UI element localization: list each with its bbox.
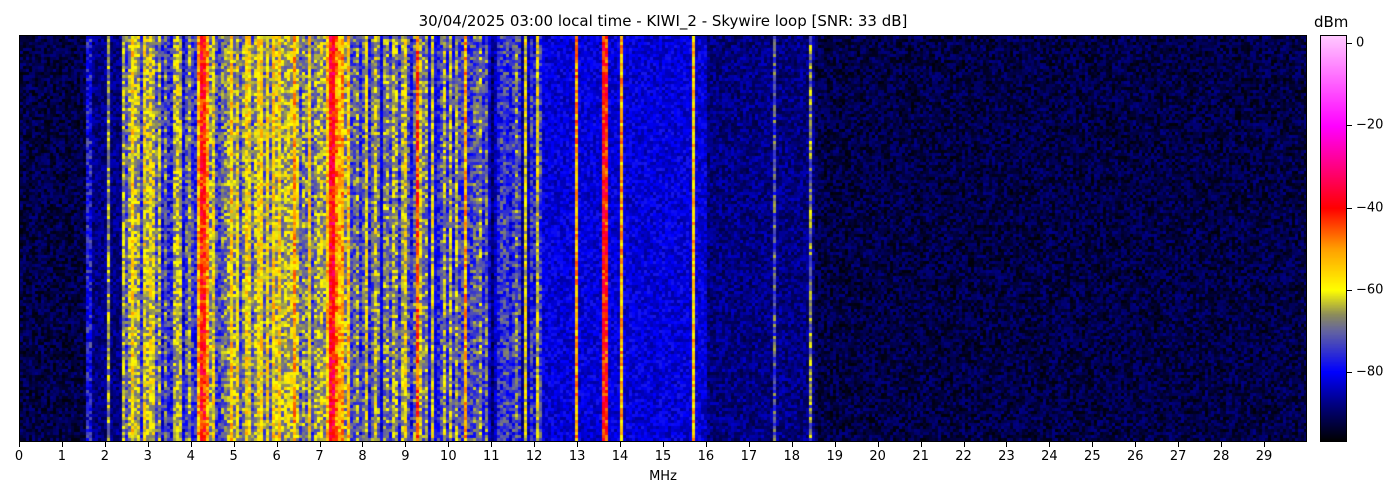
x-tick [190,442,192,447]
colorbar-tick [1347,289,1352,291]
x-tick [491,442,493,447]
x-tick-label: 0 [14,449,24,464]
x-tick-label: 5 [229,449,238,464]
x-tick-label: 16 [697,449,715,464]
waterfall-heatmap [20,36,1306,441]
x-tick-label: 18 [783,449,801,464]
x-tick [362,442,364,447]
x-tick-label: 6 [272,449,281,464]
x-tick [748,442,750,447]
x-tick [1092,442,1094,447]
x-tick [276,442,278,447]
x-tick [233,442,235,447]
colorbar-tick-label: −40 [1356,200,1384,216]
x-tick-label: 21 [912,449,929,464]
x-tick [705,442,707,447]
x-tick-label: 27 [1169,449,1187,464]
colorbar-tick [1347,43,1352,45]
colorbar-tick [1347,125,1352,127]
x-tick-label: 23 [998,449,1015,464]
chart-title: 30/04/2025 03:00 local time - KIWI_2 - S… [418,12,908,30]
colorbar-tick-label: −60 [1356,282,1384,298]
x-tick [61,442,63,447]
x-tick [1178,442,1180,447]
x-tick [1135,442,1137,447]
x-tick-label: 26 [1126,449,1144,464]
x-tick-label: 10 [440,449,457,464]
x-tick-label: 24 [1041,449,1058,464]
x-tick-label: 4 [186,449,195,464]
x-tick [1006,442,1008,447]
colorbar-tick-label: −80 [1356,364,1384,380]
x-tick-label: 11 [482,449,500,464]
x-tick [1264,442,1266,447]
x-tick [534,442,536,447]
x-tick [920,442,922,447]
x-tick [577,442,579,447]
colorbar-tick-label: −20 [1356,117,1384,133]
colorbar-tick [1347,372,1352,374]
colorbar [1320,35,1347,442]
x-tick-label: 8 [358,449,367,464]
x-tick-label: 17 [740,449,758,464]
x-tick-label: 28 [1212,449,1230,464]
x-tick-label: 9 [401,449,410,464]
x-tick-label: 13 [568,449,586,464]
x-tick-label: 29 [1255,449,1273,464]
x-tick [1221,442,1223,447]
plot-frame [19,35,1307,442]
x-tick-label: 19 [826,449,843,464]
colorbar-tick-label: 0 [1356,35,1365,51]
x-tick-label: 3 [143,449,152,464]
x-tick [791,442,793,447]
x-tick [104,442,106,447]
x-tick-label: 20 [869,449,886,464]
x-tick [19,442,20,447]
x-tick [663,442,664,447]
x-tick-label: 25 [1084,449,1101,464]
x-tick-label: 7 [315,449,324,464]
x-tick [1049,442,1051,447]
x-tick [319,442,321,447]
x-tick [834,442,836,447]
x-tick-label: 22 [955,449,972,464]
x-tick [620,442,622,447]
x-tick [147,442,149,447]
colorbar-tick [1347,207,1352,209]
x-tick [405,442,407,447]
x-tick-label: 12 [525,449,543,464]
x-tick-label: 1 [57,449,67,464]
x-tick [877,442,879,447]
x-tick [448,442,450,447]
x-axis-label: MHz [649,469,677,484]
x-tick-label: 15 [654,449,672,464]
x-tick-label: 14 [611,449,629,464]
x-tick [963,442,965,447]
colorbar-label: dBm [1314,13,1349,31]
x-tick-label: 2 [100,449,109,464]
